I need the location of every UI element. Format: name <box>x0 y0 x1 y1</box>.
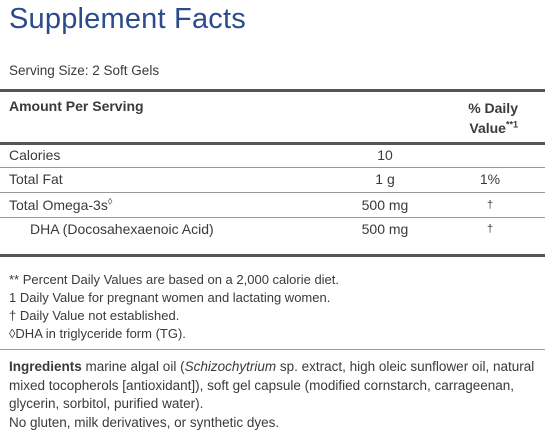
ingredients-rule <box>0 349 545 350</box>
row-calories-amount: 10 <box>377 147 393 163</box>
serving-size: Serving Size: 2 Soft Gels <box>9 63 160 78</box>
footnote-percent-dv: ** Percent Daily Values are based on a 2… <box>9 272 340 287</box>
row-omega3-dv: † <box>486 199 494 211</box>
row-omega3-name: Total Omega-3s◊ <box>9 196 112 214</box>
row-dha-amount: 500 mg <box>361 221 409 237</box>
header-bottom-rule <box>0 142 545 145</box>
row-divider <box>0 217 545 218</box>
footnote-pregnant: 1 Daily Value for pregnant women and lac… <box>9 290 331 305</box>
amount-per-serving-header: Amount Per Serving <box>9 98 144 114</box>
ingredients-italic: Schizochytrium <box>184 359 277 374</box>
ingredients-label: Ingredients <box>9 359 82 374</box>
row-total-fat-dv: 1% <box>479 171 501 187</box>
panel-title: Supplement Facts <box>9 3 246 35</box>
row-total-fat-amount: 1 g <box>375 171 395 187</box>
header-top-rule <box>0 89 545 92</box>
daily-value-header-line2: Value <box>469 120 506 136</box>
daily-value-header-mark: **1 <box>505 119 518 130</box>
ingredients-text-1: marine algal oil ( <box>81 359 185 374</box>
row-total-fat-name: Total Fat <box>9 171 63 187</box>
row-dha-name: DHA (Docosahexaenoic Acid) <box>30 221 214 237</box>
footnote-not-established: † Daily Value not established. <box>9 308 180 323</box>
footnote-dha-form: ◊DHA in triglyceride form (TG). <box>9 326 186 341</box>
row-omega3-label: Total Omega-3s <box>9 197 108 213</box>
daily-value-header: % Daily Value**1 <box>440 98 518 138</box>
row-omega3-mark: ◊ <box>107 196 113 207</box>
ingredients-block: Ingredients marine algal oil (Schizochyt… <box>9 358 549 432</box>
ingredients-text-2: sp. extract, high oleic sunflower oil, n… <box>9 359 535 411</box>
row-calories-name: Calories <box>9 147 61 163</box>
row-omega3-amount: 500 mg <box>361 197 409 213</box>
table-bottom-rule <box>0 254 545 257</box>
ingredients-note: No gluten, milk derivatives, or syntheti… <box>9 414 280 430</box>
daily-value-header-line1: % Daily <box>468 100 518 116</box>
row-divider <box>0 167 545 168</box>
row-divider <box>0 192 545 193</box>
row-dha-dv: † <box>486 223 494 235</box>
